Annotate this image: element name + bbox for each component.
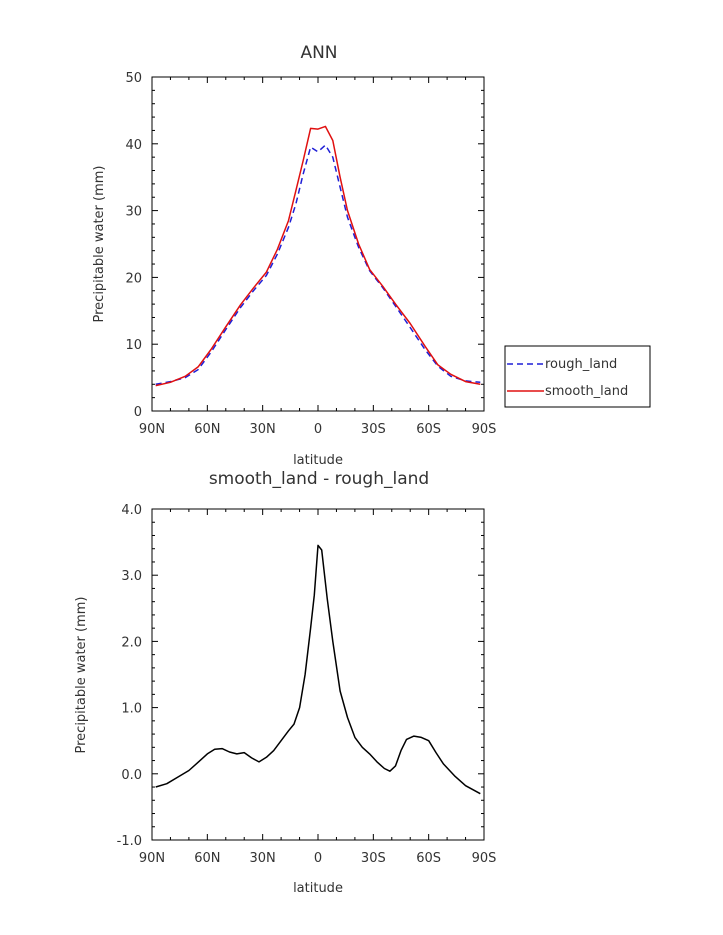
x-tick-label: 30S <box>361 422 386 437</box>
x-tick-label: 60S <box>416 851 441 866</box>
x-tick-label: 0 <box>314 422 322 437</box>
legend: rough_land smooth_land <box>504 345 651 408</box>
y-tick-label: 30 <box>125 205 142 220</box>
x-tick-label: 60S <box>416 422 441 437</box>
y-tick-label: 0 <box>134 405 142 420</box>
series-line-smooth-land <box>155 125 481 387</box>
x-axis-label: latitude <box>293 453 343 468</box>
chart-difference-precipitable-water: smooth_land - rough_land 90N 60N 30N 0 30S 60… <box>74 469 496 896</box>
chart-title: smooth_land - rough_land <box>209 469 429 489</box>
series-line-difference <box>155 544 481 795</box>
legend-box <box>504 345 651 408</box>
x-tick-label: 0 <box>314 851 322 866</box>
y-tick-label: -1.0 <box>117 834 142 849</box>
y-axis-label: Precipitable water (mm) <box>74 597 89 754</box>
chart-annual-precipitable-water: ANN 90N 60N 30N 0 30S 60S 90S 0 10 20 30 40 50 latit… <box>92 43 651 468</box>
y-tick-label: 20 <box>125 271 142 286</box>
x-tick-label: 60N <box>194 851 220 866</box>
y-tick-label: 4.0 <box>121 503 142 518</box>
y-tick-label: 50 <box>125 71 142 86</box>
series-line-rough-land <box>155 144 481 386</box>
y-tick-label: 40 <box>125 138 142 153</box>
series-group <box>155 544 481 795</box>
tick-group: 90N 60N 30N 0 30S 60S 90S 0 10 20 30 40 50 <box>125 71 496 437</box>
plot-frame <box>151 508 485 841</box>
y-tick-label: 1.0 <box>121 702 142 717</box>
y-axis-label: Precipitable water (mm) <box>92 166 107 323</box>
x-tick-label: 30N <box>250 851 276 866</box>
legend-label-rough-land: rough_land <box>545 357 617 372</box>
x-axis-label: latitude <box>293 881 343 896</box>
y-tick-label: 0.0 <box>121 768 142 783</box>
y-tick-label: 2.0 <box>121 635 142 650</box>
x-tick-label: 30S <box>361 851 386 866</box>
x-tick-label: 90N <box>139 851 165 866</box>
x-tick-label: 30N <box>250 422 276 437</box>
chart-title: ANN <box>300 43 337 63</box>
y-tick-label: 3.0 <box>121 569 142 584</box>
x-tick-label: 90S <box>472 422 497 437</box>
x-tick-label: 60N <box>194 422 220 437</box>
y-tick-label: 10 <box>125 338 142 353</box>
legend-label-smooth-land: smooth_land <box>545 384 628 399</box>
x-tick-label: 90N <box>139 422 165 437</box>
series-group <box>155 125 481 387</box>
tick-group: 90N 60N 30N 0 30S 60S 90S -1.0 0.0 1.0 2.0 3.0 4.0 <box>117 503 497 866</box>
x-tick-label: 90S <box>472 851 497 866</box>
